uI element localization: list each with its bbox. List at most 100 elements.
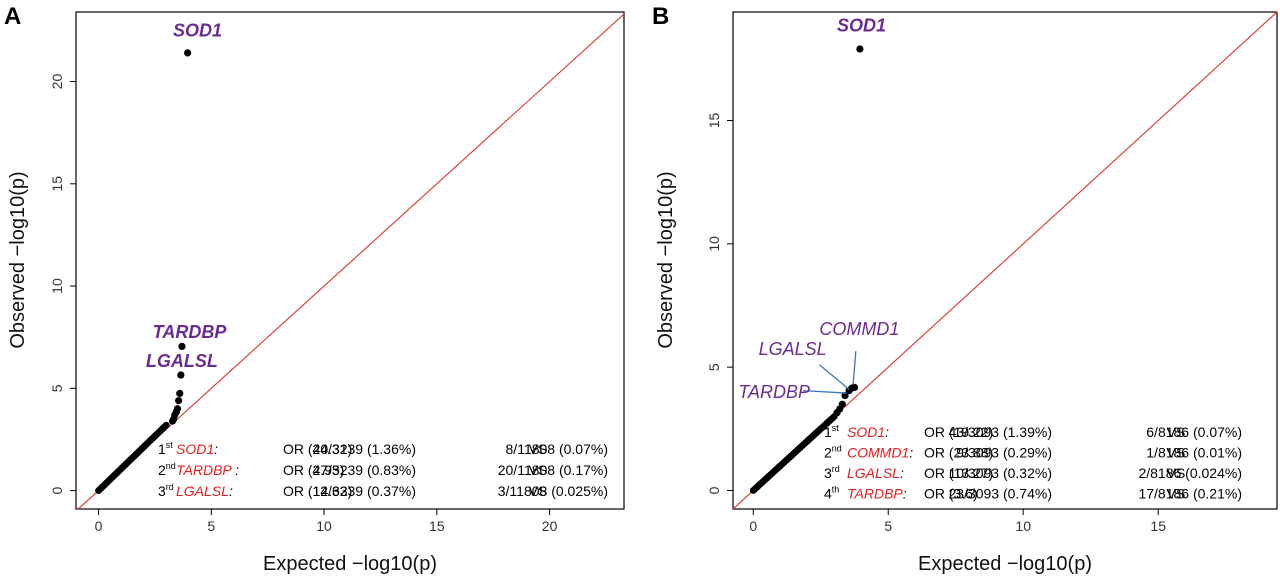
panel-a-table-cases: 27/3239 (0.83%) — [312, 462, 416, 478]
panel-a-table-cases: 12/3239 (0.37%) — [312, 483, 416, 499]
panel-a-table-gene: LGALSL: — [176, 483, 233, 499]
panel-b-annotation-tardbp: TARDBP — [738, 382, 810, 402]
panel-a-table-vs: VS — [529, 462, 548, 478]
panel-b-table-cases: 9/3093 (0.29%) — [956, 445, 1052, 461]
panel-a-table-cases: 44/3239 (1.36%) — [312, 441, 416, 457]
panel-a-table-rank: 1st — [158, 440, 173, 457]
panel-a-table-odds-ratio: OR (4.95) — [283, 462, 344, 478]
panel-b-annotation-lgalsl: LGALSL — [759, 339, 827, 359]
rank-suffix: rd — [166, 482, 174, 492]
panel-b-annotation-commd1: COMMD1 — [819, 319, 899, 339]
panel-a-x-tick-label: 5 — [207, 518, 215, 534]
panel-a-y-axis-label: Observed −log10(p) — [7, 171, 29, 348]
panel-a-table-gene: TARDBP : — [176, 462, 239, 478]
panel-a-y-tick-label: 5 — [49, 384, 65, 392]
panel-b-leader-line — [852, 351, 857, 385]
panel-b-table-odds-ratio: OR (23.88) — [924, 445, 993, 461]
panel-b-x-tick-label: 5 — [884, 518, 892, 534]
panel-b-table-odds-ratio: OR (3.6) — [924, 486, 978, 502]
panel-b-table-controls: 17/8186 (0.21%) — [1138, 486, 1242, 502]
panel-a-y-tick-label: 10 — [49, 278, 65, 294]
panel-b-table-gene: LGALSL: — [847, 465, 904, 481]
panel-a-table-vs: VS — [529, 483, 548, 499]
panel-b-leader-line — [818, 364, 850, 390]
gene-name: COMMD1 — [847, 445, 909, 461]
panel-b-plot-frame — [732, 11, 1278, 510]
panel-a-annotation-tardbp: TARDBP — [153, 322, 228, 342]
panel-a-table-rank: 2nd — [158, 461, 176, 478]
panel-a-data-point — [162, 421, 170, 429]
panel-b-annotation-sod1: SOD1 — [837, 16, 886, 36]
panel-a-data-point — [173, 405, 182, 413]
panel-a-x-axis-label: Expected −log10(p) — [263, 553, 437, 575]
panel-b-table-rank: 1st — [824, 423, 839, 440]
panel-a-x-tick-label: 0 — [95, 518, 103, 534]
panel-b-data-point — [850, 383, 859, 392]
panel-b-data-point — [841, 391, 849, 400]
panel-b-table-vs: VS — [1167, 424, 1186, 440]
panel-a-table-rank: 3rd — [158, 482, 174, 499]
panel-a-table-controls: 20/11808 (0.17%) — [498, 462, 608, 478]
panel-b-table-odds-ratio: OR (19.22) — [924, 424, 993, 440]
rank-suffix: st — [832, 423, 840, 433]
panel-a-y-tick-label: 15 — [49, 176, 65, 192]
rank-suffix: st — [166, 440, 174, 450]
panel-a-x-tick-label: 20 — [542, 518, 558, 534]
gene-separator: : — [903, 486, 907, 502]
panel-a-table-gene: SOD1: — [176, 441, 218, 457]
panel-b-data-point — [856, 45, 864, 53]
panel-a-y-tick-label: 0 — [49, 486, 65, 494]
rank-number: 4 — [824, 486, 832, 502]
panel-b-table-odds-ratio: OR (13.27) — [924, 465, 993, 481]
panel-b-y-tick-label: 0 — [706, 486, 722, 494]
gene-name: SOD1 — [176, 441, 214, 457]
panel-a-data-point — [177, 371, 185, 379]
gene-separator: : — [909, 445, 913, 461]
panel-b-table-vs: VS — [1167, 445, 1186, 461]
panel-a-data-point — [184, 49, 192, 57]
rank-number: 2 — [824, 445, 832, 461]
gene-name: LGALSL — [176, 483, 229, 499]
rank-number: 3 — [158, 483, 166, 499]
gene-name: LGALSL — [847, 465, 900, 481]
panel-a-label: A — [4, 3, 21, 30]
rank-number: 1 — [158, 441, 166, 457]
rank-suffix: nd — [166, 461, 176, 471]
panel-a-x-tick-label: 15 — [429, 518, 445, 534]
rank-suffix: nd — [832, 444, 842, 454]
panel-a-table-vs: VS — [529, 441, 548, 457]
panel-a-y-tick-label: 20 — [49, 74, 65, 90]
gene-separator: : — [229, 483, 233, 499]
panel-b-x-axis-label: Expected −log10(p) — [918, 553, 1092, 575]
panel-b-table-controls: 2/8186 (0.024%) — [1138, 465, 1242, 481]
panel-a-table-odds-ratio: OR (20.31) — [283, 441, 352, 457]
panel-b-x-tick-label: 10 — [1015, 518, 1031, 534]
panel-b-table-cases: 23/3093 (0.74%) — [948, 486, 1052, 502]
rank-suffix: rd — [832, 464, 840, 474]
panel-b-table-cases: 43/3093 (1.39%) — [948, 424, 1052, 440]
panel-b-table-vs: VS — [1167, 486, 1186, 502]
panel-a-annotation-sod1: SOD1 — [173, 21, 222, 41]
panel-b-data-point — [838, 400, 846, 408]
gene-separator: : — [214, 441, 218, 457]
panel-b-table-vs: VS — [1167, 465, 1186, 481]
rank-suffix: th — [832, 485, 840, 495]
panel-a-x-tick-label: 10 — [316, 518, 332, 534]
panel-b-y-axis-label: Observed −log10(p) — [655, 171, 677, 348]
rank-number: 1 — [824, 424, 832, 440]
gene-separator: : — [231, 462, 239, 478]
panel-b-y-tick-label: 10 — [706, 236, 722, 252]
panel-b-table-gene: TARDBP: — [847, 486, 907, 502]
panel-b-table-gene: SOD1: — [847, 424, 889, 440]
panel-a-data-point — [178, 342, 186, 351]
gene-separator: : — [900, 465, 904, 481]
panel-a-data-point — [176, 389, 184, 398]
gene-name: SOD1 — [847, 424, 885, 440]
panel-b-y-tick-label: 15 — [706, 113, 722, 129]
rank-number: 2 — [158, 462, 166, 478]
gene-name: TARDBP — [847, 486, 903, 502]
gene-separator: : — [885, 424, 889, 440]
